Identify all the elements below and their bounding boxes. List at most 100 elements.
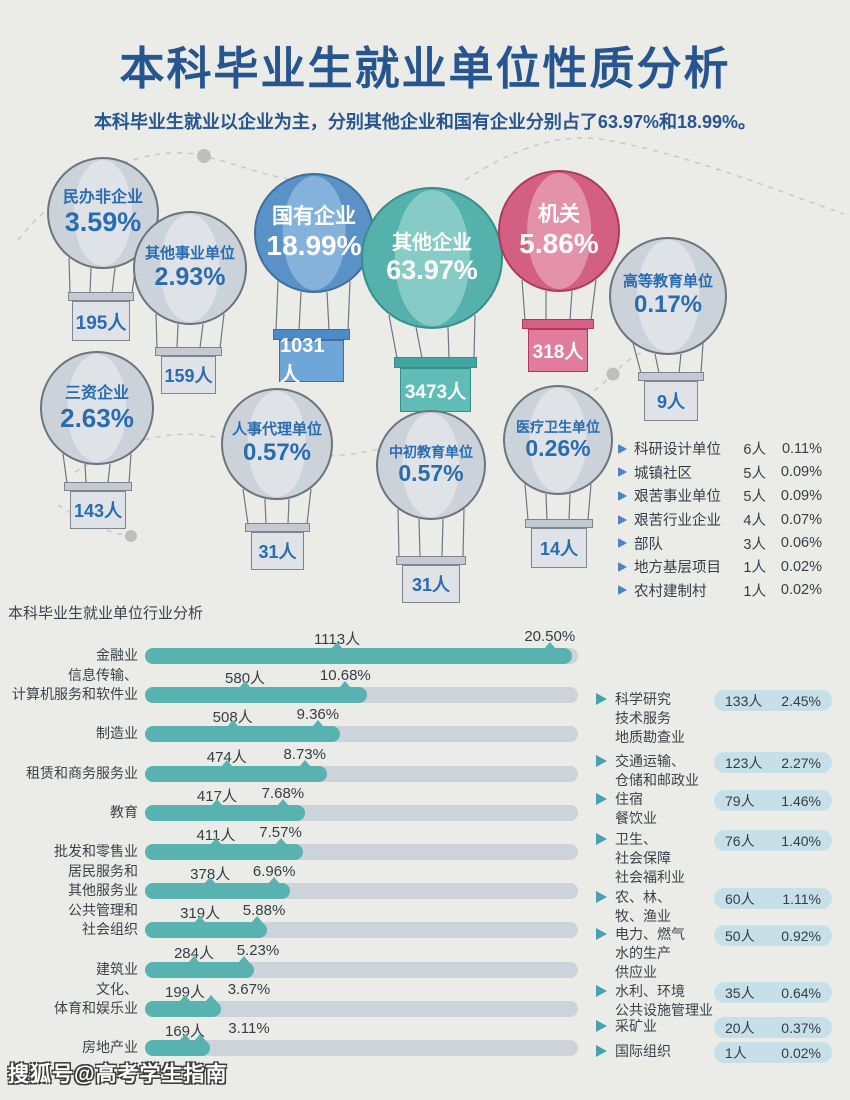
arrow-right-icon <box>596 891 607 903</box>
bullet-arrow-icon <box>618 538 627 549</box>
basket-lip <box>525 519 593 528</box>
basket-count: 1031人 <box>279 335 344 386</box>
value-pill: 1人 0.02% <box>714 1042 832 1063</box>
bar-category-label: 制造业 <box>96 725 138 741</box>
pointer-nub-icon <box>179 995 191 1002</box>
side-percent: 0.37% <box>781 1019 821 1036</box>
balloon-name: 民办非企业 <box>62 189 143 207</box>
basket-count: 31人 <box>251 532 304 570</box>
bar-category-label: 文化、 体育和娱乐业 <box>54 981 138 1016</box>
side-percent: 0.64% <box>781 984 821 1001</box>
bar-fill <box>145 726 340 742</box>
side-count: 1人 <box>725 1044 747 1061</box>
bar-category-label: 公共管理和 社会组织 <box>68 902 138 937</box>
bar-track <box>145 687 578 703</box>
bullet-arrow-icon <box>618 561 627 572</box>
bar-count-label: 417人 <box>196 788 237 805</box>
balloon-renshi-daili: 人事代理单位 0.57% <box>221 388 333 500</box>
pointer-nub-icon <box>311 720 324 727</box>
basket-count: 31人 <box>402 565 460 603</box>
bar-track <box>145 805 578 821</box>
stat-count: 6人 <box>743 442 766 459</box>
side-count: 76人 <box>725 832 755 849</box>
side-count: 123人 <box>725 754 763 771</box>
bar-count-label: 319人 <box>180 905 221 922</box>
side-label: 农、林、 牧、渔业 <box>615 889 671 924</box>
value-pill: 76人 1.40% <box>714 830 832 851</box>
stat-count: 5人 <box>743 465 766 482</box>
bar-count-label: 199人 <box>164 984 206 1001</box>
pointer-nub-icon <box>239 681 252 688</box>
side-count: 60人 <box>725 890 755 907</box>
bar-percent-label: 3.11% <box>228 1020 270 1037</box>
stat-label: 部队 <box>634 536 663 553</box>
bar-category-label: 批发和零售业 <box>54 843 138 859</box>
pointer-nub-icon <box>205 995 218 1002</box>
bar-category-label: 教育 <box>110 804 138 820</box>
balloon-gaodeng-jiaoyu: 高等教育单位 0.17% <box>609 237 727 355</box>
balloon-percent: 0.26% <box>525 435 591 462</box>
value-pill: 133人 2.45% <box>714 690 832 711</box>
bar-row: 租赁和商务服务业 474人 8.73% <box>0 745 850 784</box>
stat-percent: 0.09% <box>780 487 822 504</box>
balloon-qita-qiye: 其他企业 63.97% <box>361 187 503 329</box>
value-pill: 79人 1.46% <box>714 790 832 811</box>
value-pill: 60人 1.11% <box>714 888 832 909</box>
bullet-arrow-icon <box>618 585 627 596</box>
arrow-right-icon <box>596 693 607 705</box>
balloon-yiliao-weisheng: 医疗卫生单位 0.26% <box>503 385 613 495</box>
bar-percent-label: 7.57% <box>259 824 302 841</box>
value-pill: 50人 0.92% <box>714 925 832 946</box>
arrow-right-icon <box>596 793 607 805</box>
bar-row: 居民服务和 其他服务业 378人 6.96% <box>0 862 850 901</box>
bar-category-label: 信息传输、 计算机服务和软件业 <box>12 667 138 702</box>
balloon-percent: 2.93% <box>154 262 226 291</box>
balloon-zhongchu-jiaoyu: 中初教育单位 0.57% <box>376 410 486 520</box>
balloon-name: 高等教育单位 <box>622 273 713 291</box>
bar-fill <box>145 648 572 664</box>
value-pill: 20人 0.37% <box>714 1017 832 1038</box>
bar-row: 制造业 508人 9.36% <box>0 705 850 744</box>
bar-category-label: 金融业 <box>96 647 138 663</box>
list-item: 城镇社区 5人 0.09% <box>618 461 822 485</box>
bar-percent-label: 8.73% <box>283 746 326 763</box>
value-pill: 35人 0.64% <box>714 982 832 1003</box>
bullet-arrow-icon <box>618 514 627 525</box>
side-label: 国际组织 <box>615 1043 671 1059</box>
bar-fill <box>145 883 290 899</box>
bar-track <box>145 1001 578 1017</box>
stat-count: 1人 <box>743 560 766 577</box>
pointer-nub-icon <box>193 1034 206 1041</box>
balloon-name: 人事代理单位 <box>231 421 322 439</box>
basket-lip <box>394 357 477 368</box>
balloon-percent: 0.57% <box>398 460 464 487</box>
bar-percent-label: 9.36% <box>296 706 340 723</box>
list-item: 部队 3人 0.06% <box>618 531 822 555</box>
pointer-nub-icon <box>543 642 556 649</box>
bar-fill <box>145 687 368 703</box>
arrow-right-icon <box>596 928 607 940</box>
balloon-percent: 3.59% <box>64 207 142 238</box>
basket-lip <box>245 523 310 532</box>
basket-count: 143人 <box>70 491 126 529</box>
stat-label: 科研设计单位 <box>634 442 721 459</box>
bar-row: 信息传输、 计算机服务和软件业 580人 10.68% <box>0 666 850 705</box>
basket-count: 318人 <box>528 329 588 372</box>
side-label: 住宿 餐饮业 <box>615 791 657 826</box>
balloon-jiguan: 机关 5.86% <box>498 170 620 292</box>
bar-category-label: 租赁和商务服务业 <box>26 765 138 781</box>
bar-row: 房地产业 169人 3.11% <box>0 1019 850 1058</box>
balloon-percent: 0.57% <box>242 439 312 467</box>
balloon-name: 三资企业 <box>64 384 129 402</box>
stat-label: 农村建制村 <box>634 583 707 600</box>
basket-lip <box>638 372 704 381</box>
balloon-sanzi-qiye: 三资企业 2.63% <box>40 351 154 465</box>
bar-count-label: 508人 <box>212 709 253 726</box>
basket-count: 159人 <box>161 356 216 394</box>
side-label: 科学研究 技术服务 地质勘查业 <box>615 691 685 745</box>
bar-count-label: 474人 <box>206 749 247 766</box>
bar-row: 金融业 1113人 20.50% <box>0 627 850 666</box>
stat-label: 城镇社区 <box>634 465 692 482</box>
bar-row: 教育 417人 7.68% <box>0 784 850 823</box>
balloon-name: 中初教育单位 <box>389 443 473 460</box>
